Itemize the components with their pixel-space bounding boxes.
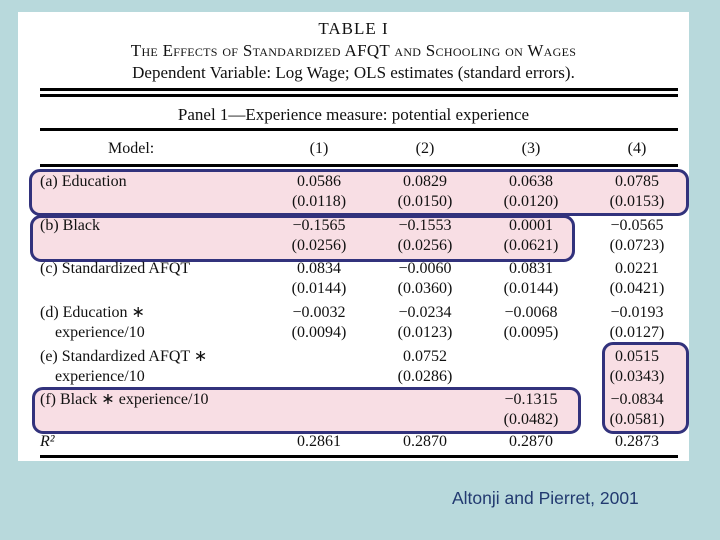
table-cell: 0.2870: [509, 433, 553, 451]
table-cell: 0.0831 (0.0144): [503, 260, 559, 298]
table-row: R² 0.2861 0.2870 0.2870 0.2873: [18, 432, 689, 455]
highlight-box-row-b: [30, 215, 575, 262]
row-label: (d) Education ∗ experience/10: [40, 304, 145, 342]
bottom-rule: [40, 455, 678, 458]
table-cell: [266, 388, 372, 432]
table-row: (c) Standardized AFQT 0.0834 (0.0144) −0.00…: [18, 257, 689, 301]
column-header-4: (4): [627, 140, 647, 157]
table-cell: −0.1565 (0.0256): [291, 216, 347, 254]
table-cell: 0.0638 (0.0120): [503, 173, 559, 210]
table-cell: 0.0834 (0.0144): [291, 260, 347, 298]
highlight-box-row-a: [29, 169, 689, 216]
table-cell: 0.2861: [297, 433, 341, 451]
double-rule-top: [40, 88, 678, 91]
rule-below-panel-header: [40, 128, 678, 131]
row-label: (a) Education: [40, 173, 127, 190]
table-cell: −0.1315 (0.0482): [503, 391, 559, 429]
table-row: (a) Education 0.0586 (0.0118) 0.0829 (0.0150…: [18, 170, 689, 214]
table-cell: −0.0834 (0.0581): [609, 391, 665, 429]
table-row: (b) Black −0.1565 (0.0256) −0.1553 (0.0256) 0…: [18, 214, 689, 258]
table-cell: 0.0586 (0.0118): [291, 173, 347, 210]
column-header-2: (2): [415, 140, 435, 157]
table-subtitle: The Effects of Standardized AFQT and Sch…: [130, 41, 577, 60]
table-cell: 0.0221 (0.0421): [609, 260, 665, 298]
row-label: (f) Black ∗ experience/10: [40, 391, 209, 409]
column-header-3: (3): [521, 140, 541, 157]
table-cell: [372, 388, 478, 432]
table-cell: 0.2870: [403, 433, 447, 451]
highlight-box-column4: [602, 342, 689, 434]
table-cell: 0.0752 (0.0286): [397, 347, 453, 385]
table-cell: −0.0193 (0.0127): [609, 304, 665, 342]
table-row: (f) Black ∗ experience/10 −0.1315 (0.0482)…: [18, 388, 689, 432]
row-label: (b) Black: [40, 216, 100, 234]
table-body: (a) Education 0.0586 (0.0118) 0.0829 (0.0150…: [18, 170, 689, 455]
model-header-row: Model: (1) (2) (3) (4): [18, 140, 711, 158]
row-label: (c) Standardized AFQT: [40, 260, 191, 278]
table-cell: 0.0785 (0.0153): [609, 173, 665, 210]
citation-caption: Altonji and Pierret, 2001: [452, 488, 639, 508]
column-header-1: (1): [309, 140, 329, 157]
table-cell: −0.0032 (0.0094): [291, 304, 347, 342]
table-cell: 0.0001 (0.0621): [503, 216, 559, 254]
table-cell: −0.0068 (0.0095): [503, 304, 559, 342]
table-cell: −0.0060 (0.0360): [397, 260, 453, 298]
dependent-variable-line: Dependent Variable: Log Wage; OLS estima…: [132, 63, 575, 82]
double-rule-bottom: [40, 94, 678, 97]
table-panel: TABLE I The Effects of Standardized AFQT…: [18, 12, 689, 461]
highlight-box-row-f: [32, 387, 581, 434]
table-cell: −0.0565 (0.0723): [609, 216, 665, 254]
table-cell: [266, 345, 372, 389]
table-cell: 0.0829 (0.0150): [397, 173, 453, 210]
rule-below-model-row: [40, 164, 678, 167]
panel-header: Panel 1—Experience measure: potential ex…: [177, 105, 530, 124]
model-label: Model:: [108, 140, 155, 157]
table-cell: 0.0515 (0.0343): [609, 347, 665, 385]
table-row: (e) Standardized AFQT ∗ experience/10 0.07…: [18, 345, 689, 389]
table-row: (d) Education ∗ experience/10 −0.0032 (0.00…: [18, 301, 689, 345]
table-cell: −0.0234 (0.0123): [397, 304, 453, 342]
row-label: R²: [40, 433, 55, 451]
table-cell: [478, 345, 584, 389]
row-label: (e) Standardized AFQT ∗ experience/10: [40, 347, 208, 385]
table-cell: −0.1553 (0.0256): [397, 216, 453, 254]
table-title: TABLE I: [318, 19, 389, 38]
table-title-block: TABLE I The Effects of Standardized AFQT…: [18, 18, 689, 84]
table-cell: 0.2873: [615, 433, 659, 451]
